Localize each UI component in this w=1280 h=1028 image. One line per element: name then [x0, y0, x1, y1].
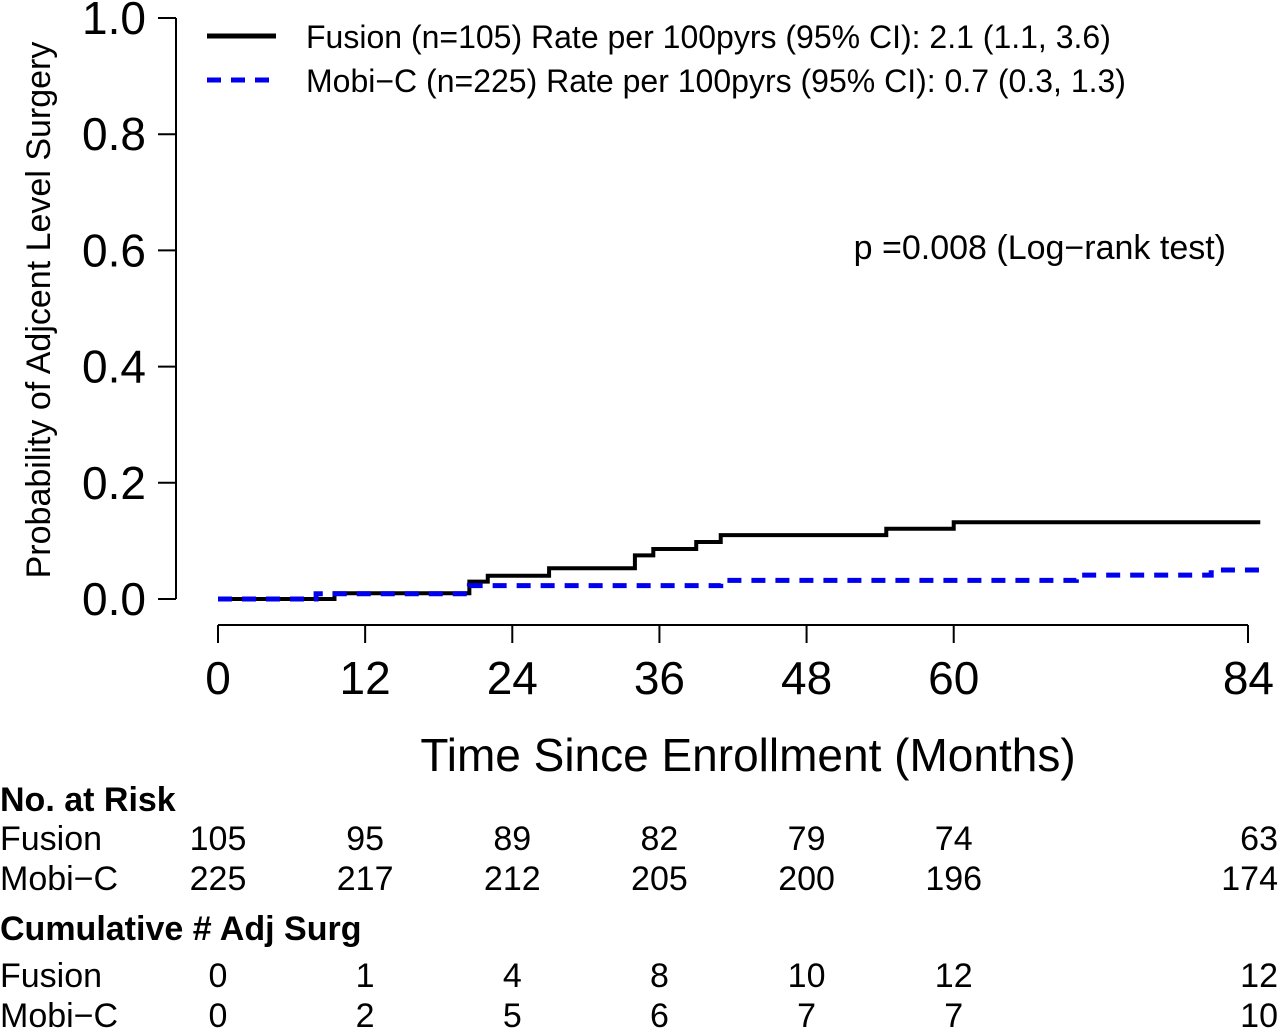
x-tick-label: 48: [781, 652, 832, 704]
legend: Fusion (n=105) Rate per 100pyrs (95% CI)…: [207, 19, 1126, 99]
table-row-label: Mobi−C: [0, 997, 118, 1028]
legend-entry: Fusion (n=105) Rate per 100pyrs (95% CI)…: [306, 19, 1111, 55]
x-tick-label: 12: [340, 652, 391, 704]
y-tick-label: 0.8: [82, 108, 146, 160]
table-cell: 2: [356, 997, 375, 1028]
x-tick-label: 36: [634, 652, 685, 704]
table-cell: 7: [797, 997, 816, 1028]
risk-table: Fusion 105 95 89 82 79 74 63 Mobi−C 225 217 212 205 2…: [0, 820, 1278, 898]
table-cell: 1: [356, 957, 375, 995]
cumulative-table-title: Cumulative # Adj Surg: [0, 910, 361, 948]
y-tick-label: 0.4: [82, 341, 146, 393]
x-axis: 0 12 24 36 48 60 84: [205, 624, 1274, 704]
table-cell: 6: [650, 997, 669, 1028]
table-cell: 82: [641, 820, 679, 858]
legend-entry: Mobi−C (n=225) Rate per 100pyrs (95% CI)…: [306, 63, 1126, 99]
table-cell: 205: [631, 860, 688, 898]
table-cell: 5: [503, 997, 522, 1028]
table-cell: 7: [944, 997, 963, 1028]
table-cell: 217: [337, 860, 394, 898]
y-tick-label: 0.2: [82, 457, 146, 509]
table-cell: 63: [1240, 820, 1278, 858]
table-cell: 10: [788, 957, 826, 995]
p-value-annotation: p =0.008 (Log−rank test): [854, 229, 1226, 267]
x-axis-label: Time Since Enrollment (Months): [420, 729, 1075, 781]
x-tick-label: 0: [205, 652, 231, 704]
table-cell: 89: [493, 820, 531, 858]
table-cell: 212: [484, 860, 541, 898]
table-cell: 200: [778, 860, 835, 898]
table-cell: 12: [1240, 957, 1278, 995]
table-cell: 225: [190, 860, 247, 898]
y-tick-label: 0.6: [82, 224, 146, 276]
table-cell: 105: [190, 820, 247, 858]
table-row-label: Fusion: [0, 820, 102, 858]
x-tick-label: 24: [487, 652, 538, 704]
table-cell: 174: [1221, 860, 1278, 898]
table-row-label: Fusion: [0, 957, 102, 995]
risk-table-title: No. at Risk: [0, 781, 176, 819]
y-axis: 0.0 0.2 0.4 0.6 0.8 1.0: [82, 0, 177, 625]
table-cell: 79: [788, 820, 826, 858]
table-cell: 196: [925, 860, 982, 898]
series-line-mobi-c: [218, 567, 1261, 602]
y-tick-label: 0.0: [82, 573, 146, 625]
series-line-fusion: [218, 520, 1261, 601]
table-cell: 10: [1240, 997, 1278, 1028]
table-cell: 4: [503, 957, 522, 995]
y-tick-label: 1.0: [82, 0, 146, 44]
table-cell: 0: [209, 957, 228, 995]
table-row-label: Mobi−C: [0, 860, 118, 898]
table-cell: 74: [935, 820, 973, 858]
table-cell: 95: [346, 820, 384, 858]
x-tick-label: 84: [1223, 652, 1274, 704]
x-tick-label: 60: [928, 652, 979, 704]
series-layer: [218, 520, 1261, 602]
y-axis-label: Probability of Adjcent Level Surgery: [20, 42, 58, 579]
table-cell: 8: [650, 957, 669, 995]
table-cell: 12: [935, 957, 973, 995]
table-cell: 0: [209, 997, 228, 1028]
